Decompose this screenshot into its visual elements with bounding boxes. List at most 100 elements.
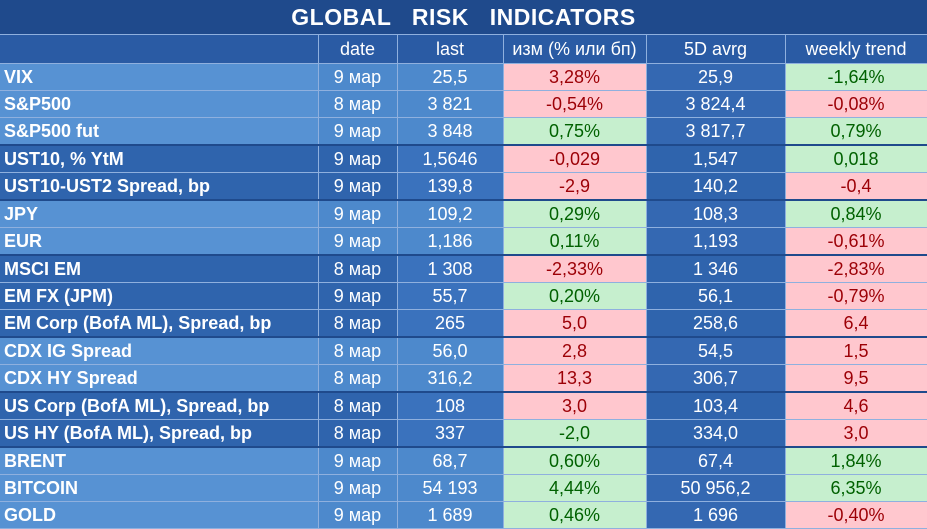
change-cell: -2,33% <box>503 255 647 283</box>
last-value-cell: 54 193 <box>397 474 504 502</box>
weekly-trend-cell: 9,5 <box>785 364 927 393</box>
last-value-cell: 139,8 <box>397 172 504 201</box>
avg5d-cell: 67,4 <box>646 447 786 475</box>
table-row: EUR 9 мар 1,186 0,11% 1,193 -0,61% <box>0 227 927 256</box>
avg5d-cell: 56,1 <box>646 282 786 310</box>
indicator-name: EM FX (JPM) <box>0 282 319 310</box>
indicator-name: GOLD <box>0 501 319 529</box>
indicator-name: S&P500 fut <box>0 117 319 146</box>
date-cell: 8 мар <box>318 392 398 420</box>
table-row: EM Corp (BofA ML), Spread, bp 8 мар 265 5,0… <box>0 309 927 338</box>
last-value-cell: 3 821 <box>397 90 504 118</box>
table-row: UST10, % YtM 9 мар 1,5646 -0,029 1,547 0,018 <box>0 145 927 173</box>
indicator-name: UST10, % YtM <box>0 145 319 173</box>
weekly-trend-cell: -0,40% <box>785 501 927 529</box>
avg5d-cell: 306,7 <box>646 364 786 393</box>
weekly-trend-cell: 1,5 <box>785 337 927 365</box>
avg5d-cell: 25,9 <box>646 63 786 91</box>
change-cell: 4,44% <box>503 474 647 502</box>
last-value-cell: 3 848 <box>397 117 504 146</box>
weekly-trend-cell: 6,4 <box>785 309 927 338</box>
table-row: UST10-UST2 Spread, bp 9 мар 139,8 -2,9 140,2… <box>0 172 927 201</box>
date-cell: 9 мар <box>318 63 398 91</box>
weekly-trend-cell: -0,08% <box>785 90 927 118</box>
indicators-table: date last изм (% или бп) 5D avrg weekly … <box>0 35 927 529</box>
last-value-cell: 25,5 <box>397 63 504 91</box>
date-cell: 8 мар <box>318 364 398 393</box>
header-row: date last изм (% или бп) 5D avrg weekly … <box>0 35 927 64</box>
indicator-name: EUR <box>0 227 319 256</box>
avg5d-cell: 1,193 <box>646 227 786 256</box>
table-row: CDX IG Spread 8 мар 56,0 2,8 54,5 1,5 <box>0 337 927 365</box>
header-last: last <box>397 35 504 64</box>
last-value-cell: 109,2 <box>397 200 504 228</box>
header-avg5d: 5D avrg <box>646 35 786 64</box>
avg5d-cell: 258,6 <box>646 309 786 338</box>
header-weekly: weekly trend <box>785 35 927 64</box>
table-row: GOLD 9 мар 1 689 0,46% 1 696 -0,40% <box>0 501 927 529</box>
table-row: EM FX (JPM) 9 мар 55,7 0,20% 56,1 -0,79% <box>0 282 927 310</box>
weekly-trend-cell: 4,6 <box>785 392 927 420</box>
last-value-cell: 55,7 <box>397 282 504 310</box>
change-cell: -0,029 <box>503 145 647 173</box>
change-cell: 13,3 <box>503 364 647 393</box>
avg5d-cell: 3 824,4 <box>646 90 786 118</box>
table-row: US Corp (BofA ML), Spread, bp 8 мар 108 3,0… <box>0 392 927 420</box>
indicator-name: MSCI EM <box>0 255 319 283</box>
avg5d-cell: 3 817,7 <box>646 117 786 146</box>
indicator-name: VIX <box>0 63 319 91</box>
date-cell: 8 мар <box>318 90 398 118</box>
indicator-name: CDX IG Spread <box>0 337 319 365</box>
change-cell: 0,75% <box>503 117 647 146</box>
last-value-cell: 108 <box>397 392 504 420</box>
weekly-trend-cell: 3,0 <box>785 419 927 448</box>
change-cell: 5,0 <box>503 309 647 338</box>
avg5d-cell: 54,5 <box>646 337 786 365</box>
avg5d-cell: 1 346 <box>646 255 786 283</box>
change-cell: 3,0 <box>503 392 647 420</box>
indicator-name: JPY <box>0 200 319 228</box>
date-cell: 9 мар <box>318 447 398 475</box>
weekly-trend-cell: -2,83% <box>785 255 927 283</box>
date-cell: 9 мар <box>318 117 398 146</box>
table-row: US HY (BofA ML), Spread, bp 8 мар 337 -2,0 3… <box>0 419 927 448</box>
indicator-name: BRENT <box>0 447 319 475</box>
date-cell: 9 мар <box>318 474 398 502</box>
weekly-trend-cell: 0,018 <box>785 145 927 173</box>
date-cell: 9 мар <box>318 200 398 228</box>
indicator-name: BITCOIN <box>0 474 319 502</box>
avg5d-cell: 140,2 <box>646 172 786 201</box>
last-value-cell: 1,5646 <box>397 145 504 173</box>
table-row: S&P500 8 мар 3 821 -0,54% 3 824,4 -0,08% <box>0 90 927 118</box>
weekly-trend-cell: -0,79% <box>785 282 927 310</box>
date-cell: 8 мар <box>318 419 398 448</box>
table-row: CDX HY Spread 8 мар 316,2 13,3 306,7 9,5 <box>0 364 927 393</box>
indicator-name: UST10-UST2 Spread, bp <box>0 172 319 201</box>
indicator-name: CDX HY Spread <box>0 364 319 393</box>
change-cell: 0,29% <box>503 200 647 228</box>
weekly-trend-cell: -0,4 <box>785 172 927 201</box>
change-cell: -0,54% <box>503 90 647 118</box>
indicator-name: US HY (BofA ML), Spread, bp <box>0 419 319 448</box>
avg5d-cell: 334,0 <box>646 419 786 448</box>
indicator-name: EM Corp (BofA ML), Spread, bp <box>0 309 319 338</box>
indicator-name: S&P500 <box>0 90 319 118</box>
change-cell: 0,60% <box>503 447 647 475</box>
header-date: date <box>318 35 398 64</box>
date-cell: 9 мар <box>318 501 398 529</box>
last-value-cell: 56,0 <box>397 337 504 365</box>
table-row: MSCI EM 8 мар 1 308 -2,33% 1 346 -2,83% <box>0 255 927 283</box>
change-cell: -2,9 <box>503 172 647 201</box>
weekly-trend-cell: -0,61% <box>785 227 927 256</box>
change-cell: -2,0 <box>503 419 647 448</box>
page-title: GLOBAL RISK INDICATORS <box>0 0 927 35</box>
avg5d-cell: 1,547 <box>646 145 786 173</box>
table-row: S&P500 fut 9 мар 3 848 0,75% 3 817,7 0,79% <box>0 117 927 146</box>
weekly-trend-cell: 0,79% <box>785 117 927 146</box>
date-cell: 8 мар <box>318 309 398 338</box>
last-value-cell: 265 <box>397 309 504 338</box>
date-cell: 9 мар <box>318 227 398 256</box>
change-cell: 0,46% <box>503 501 647 529</box>
change-cell: 2,8 <box>503 337 647 365</box>
